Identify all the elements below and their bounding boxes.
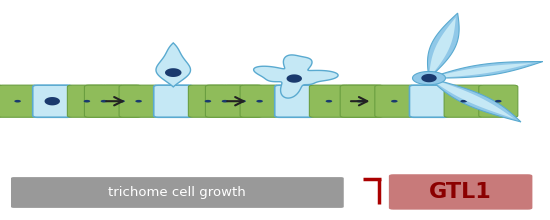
Circle shape [135,100,142,103]
Circle shape [356,100,363,103]
Circle shape [360,100,367,103]
FancyBboxPatch shape [275,85,314,117]
Circle shape [391,100,398,103]
Circle shape [14,100,21,103]
FancyBboxPatch shape [409,85,449,117]
Circle shape [256,100,263,103]
Circle shape [326,100,332,103]
FancyBboxPatch shape [375,85,414,117]
FancyBboxPatch shape [0,85,37,117]
Circle shape [239,100,246,103]
Circle shape [460,100,467,103]
Polygon shape [421,74,437,82]
Polygon shape [429,17,456,78]
Circle shape [205,100,211,103]
Polygon shape [287,74,302,83]
Polygon shape [412,72,446,85]
Polygon shape [165,68,182,77]
FancyBboxPatch shape [206,85,245,117]
FancyBboxPatch shape [119,85,158,117]
FancyBboxPatch shape [0,85,3,117]
FancyBboxPatch shape [33,85,72,117]
FancyBboxPatch shape [389,174,532,210]
Circle shape [118,100,125,103]
FancyBboxPatch shape [188,85,228,117]
Circle shape [49,100,56,103]
FancyBboxPatch shape [340,85,379,117]
FancyBboxPatch shape [102,85,141,117]
Circle shape [84,100,90,103]
FancyBboxPatch shape [153,85,192,117]
Polygon shape [429,63,532,78]
FancyBboxPatch shape [67,85,107,117]
FancyBboxPatch shape [444,85,483,117]
Circle shape [101,100,107,103]
FancyBboxPatch shape [478,85,518,117]
FancyBboxPatch shape [85,85,123,117]
FancyBboxPatch shape [223,85,262,117]
Circle shape [495,100,502,103]
Polygon shape [427,13,459,78]
Text: GTL1: GTL1 [429,182,492,202]
FancyBboxPatch shape [344,85,383,117]
Polygon shape [429,78,521,122]
Polygon shape [429,78,514,119]
Polygon shape [429,62,543,78]
FancyBboxPatch shape [11,177,344,208]
Text: trichome cell growth: trichome cell growth [108,186,246,199]
FancyBboxPatch shape [240,85,279,117]
Polygon shape [156,43,190,87]
Circle shape [222,100,228,103]
Polygon shape [45,97,60,105]
FancyBboxPatch shape [309,85,349,117]
Polygon shape [254,55,338,98]
